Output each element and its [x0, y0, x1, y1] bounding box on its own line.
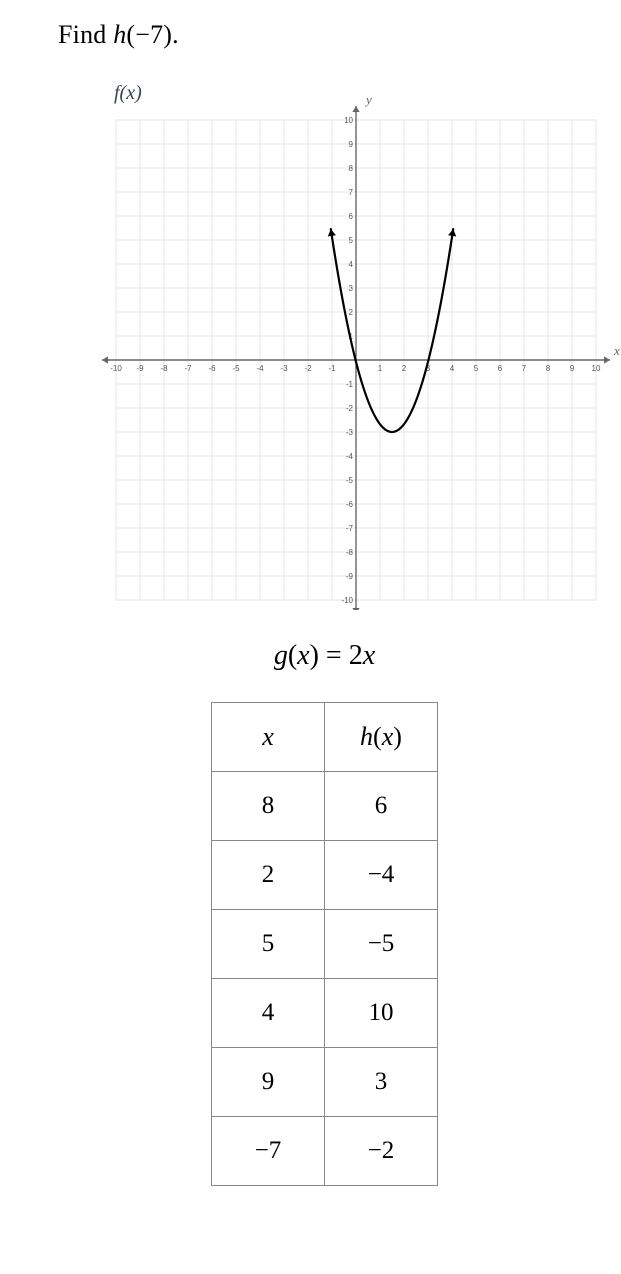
svg-text:-9: -9 [136, 364, 144, 373]
chart-container: f(x) yx-10-9-8-7-6-5-4-3-2-112345678910-… [86, 80, 591, 610]
svg-text:-1: -1 [328, 364, 336, 373]
cell-hx: 6 [325, 772, 438, 841]
cell-hx: 3 [325, 1048, 438, 1117]
g-lhs-arg: (x) [288, 640, 319, 671]
question-func: h [113, 20, 126, 49]
svg-text:1: 1 [378, 364, 383, 373]
svg-text:5: 5 [474, 364, 479, 373]
svg-text:3: 3 [349, 284, 354, 293]
svg-text:-4: -4 [256, 364, 264, 373]
svg-text:4: 4 [349, 260, 354, 269]
table-header-row: x h(x) [212, 703, 438, 772]
svg-text:9: 9 [349, 140, 354, 149]
cell-hx: −2 [325, 1117, 438, 1186]
svg-text:2: 2 [349, 308, 354, 317]
svg-text:-10: -10 [341, 596, 353, 605]
svg-text:y: y [364, 92, 372, 107]
svg-text:8: 8 [546, 364, 551, 373]
function-graph: y x -10 -9 -8 -7 -6 -5 -4 -3 -2 -1 1 2 3 4 5 6 7 8 9 10 -10 -9 -… [86, 80, 621, 610]
cell-x: 4 [212, 979, 325, 1048]
svg-text:-2: -2 [346, 404, 354, 413]
question-text: Find h(−7). [58, 20, 591, 50]
g-rhs-x: x [363, 640, 375, 671]
svg-text:-5: -5 [232, 364, 240, 373]
question-suffix: . [172, 20, 179, 49]
question-arg: (−7) [126, 20, 172, 49]
g-eq: = [319, 640, 349, 671]
svg-text:6: 6 [498, 364, 503, 373]
h-table: x h(x) 862−45−541093−7−2 [211, 702, 438, 1186]
svg-text:-8: -8 [346, 548, 354, 557]
table-row: 2−4 [212, 841, 438, 910]
table-row: −7−2 [212, 1117, 438, 1186]
svg-text:-1: -1 [346, 380, 354, 389]
svg-text:-9: -9 [346, 572, 354, 581]
svg-text:-6: -6 [208, 364, 216, 373]
g-lhs-letter: g [274, 640, 288, 671]
function-label: f(x) [114, 82, 142, 105]
svg-text:-10: -10 [110, 364, 122, 373]
table-row: 410 [212, 979, 438, 1048]
table-row: 5−5 [212, 910, 438, 979]
svg-text:-3: -3 [280, 364, 288, 373]
svg-text:-8: -8 [160, 364, 168, 373]
g-formula: g(x) = 2x [58, 640, 591, 672]
svg-text:5: 5 [349, 236, 354, 245]
cell-x: 5 [212, 910, 325, 979]
svg-text:-5: -5 [346, 476, 354, 485]
svg-text:-6: -6 [346, 500, 354, 509]
svg-text:-2: -2 [304, 364, 312, 373]
svg-text:7: 7 [522, 364, 527, 373]
svg-text:8: 8 [349, 164, 354, 173]
svg-text:9: 9 [570, 364, 575, 373]
svg-text:-7: -7 [184, 364, 192, 373]
svg-text:7: 7 [349, 188, 354, 197]
cell-x: 2 [212, 841, 325, 910]
g-rhs-2: 2 [349, 640, 363, 671]
question-prefix: Find [58, 20, 113, 49]
table-row: 86 [212, 772, 438, 841]
cell-hx: −5 [325, 910, 438, 979]
svg-text:4: 4 [450, 364, 455, 373]
svg-text:-3: -3 [346, 428, 354, 437]
cell-hx: −4 [325, 841, 438, 910]
svg-text:6: 6 [349, 212, 354, 221]
cell-hx: 10 [325, 979, 438, 1048]
col-header-x: x [212, 703, 325, 772]
cell-x: −7 [212, 1117, 325, 1186]
svg-text:x: x [613, 343, 620, 358]
cell-x: 9 [212, 1048, 325, 1117]
table-row: 93 [212, 1048, 438, 1117]
svg-text:10: 10 [592, 364, 601, 373]
svg-text:-4: -4 [346, 452, 354, 461]
svg-text:2: 2 [402, 364, 407, 373]
cell-x: 8 [212, 772, 325, 841]
svg-text:-7: -7 [346, 524, 354, 533]
col-header-hx: h(x) [325, 703, 438, 772]
svg-text:10: 10 [344, 116, 353, 125]
